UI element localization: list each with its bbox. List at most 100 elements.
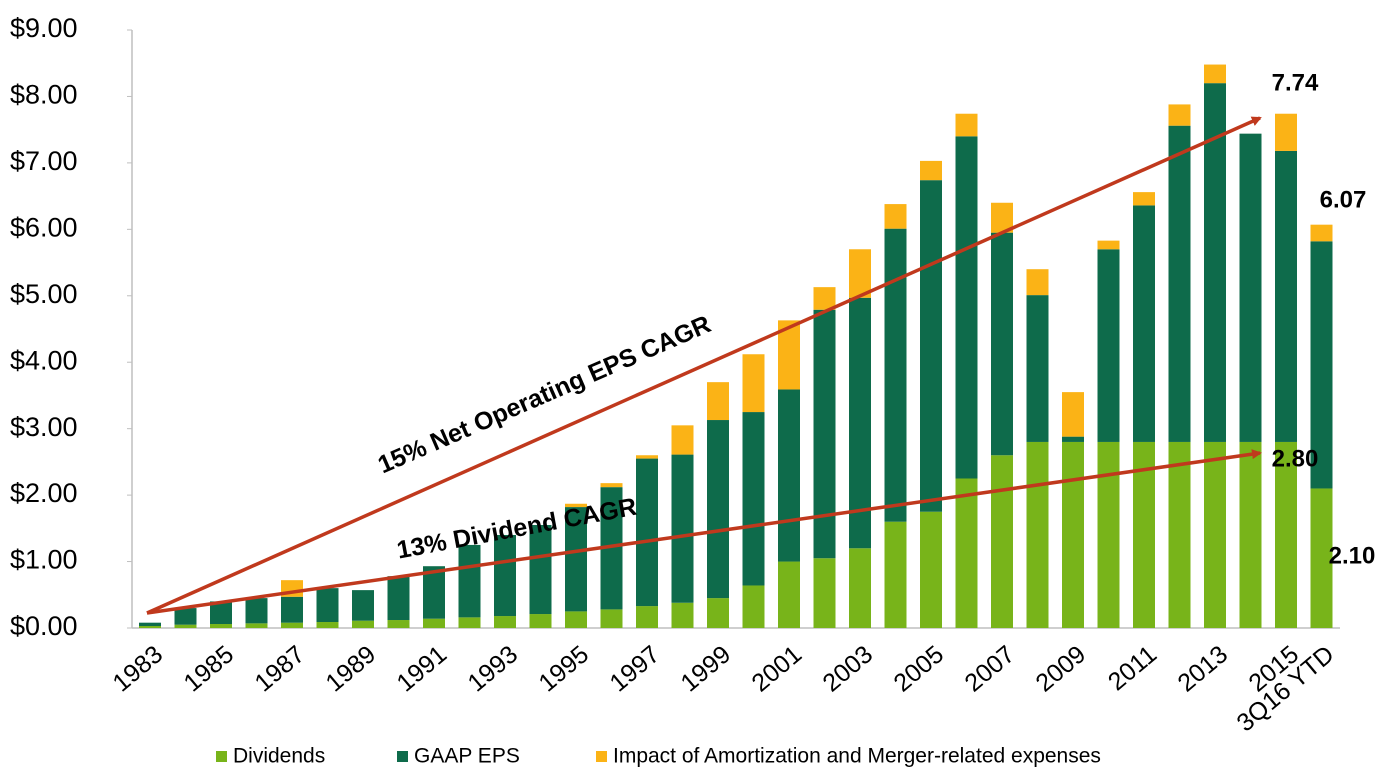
bar-segment: [707, 598, 729, 628]
y-tick-label: $9.00: [10, 13, 78, 43]
y-tick-label: $7.00: [10, 146, 78, 176]
eps-trend-arrow: [146, 116, 1262, 615]
bar-segment: [991, 202, 1013, 233]
bar-segment: [849, 297, 871, 549]
bar-segment: [671, 454, 694, 603]
bar-segment: [600, 487, 623, 610]
bar-segment: [920, 180, 942, 512]
bar-segment: [565, 503, 587, 508]
annotation-label: 2.10: [1329, 542, 1376, 569]
bar-segment: [1310, 224, 1333, 242]
bar-segment: [742, 354, 765, 413]
bar-segment: [884, 204, 907, 229]
x-tick-label: 1989: [320, 640, 381, 697]
bar-segment: [991, 232, 1013, 456]
bar-segment: [1133, 441, 1155, 628]
bar-segment: [245, 598, 268, 624]
bar-segment: [778, 561, 800, 628]
bar-segment: [671, 425, 694, 455]
x-tick-label: 2003: [817, 640, 878, 697]
x-tick-label: 2005: [888, 640, 949, 697]
bar-segment: [352, 590, 374, 621]
bar-segment: [1097, 240, 1120, 250]
bar-segment: [1168, 441, 1191, 628]
bar-segment: [1026, 441, 1049, 628]
y-tick-label: $0.00: [10, 611, 78, 641]
bar-segment: [884, 521, 907, 628]
bar-segment: [210, 624, 232, 628]
bar-segment: [636, 458, 658, 607]
x-tick-label: 1995: [533, 640, 594, 697]
bar-segment: [458, 544, 481, 618]
y-tick-label: $8.00: [10, 80, 78, 110]
bar-segment: [494, 616, 516, 628]
bar-segment: [636, 455, 658, 459]
x-tick-label: 1993: [462, 640, 523, 697]
bar-segment: [316, 588, 339, 623]
bar-segment: [955, 478, 978, 628]
y-tick-label: $4.00: [10, 345, 78, 375]
bar-segment: [1097, 249, 1120, 442]
x-tick-label: 2009: [1030, 640, 1091, 697]
bar-segment: [423, 618, 445, 628]
y-tick-label: $1.00: [10, 545, 78, 575]
bar-segment: [458, 617, 481, 628]
bar-segment: [813, 287, 836, 310]
bar-segment: [920, 511, 942, 628]
bar-segment: [1062, 436, 1084, 442]
bar-segment: [707, 382, 729, 421]
x-tick-label: 1985: [178, 640, 239, 697]
bar-segment: [849, 548, 871, 628]
x-tick-label: 1983: [107, 640, 168, 697]
bar-segment: [1097, 441, 1120, 628]
y-tick-label: $2.00: [10, 478, 78, 508]
bar-segment: [1168, 125, 1191, 442]
dividend-trend-arrow: [146, 449, 1262, 615]
bar-segment: [174, 608, 197, 625]
bar-segment: [1239, 133, 1262, 442]
bar-segment: [1168, 104, 1191, 126]
bar-segment: [281, 622, 303, 628]
bar-segment: [352, 620, 374, 628]
x-tick-label: 1991: [391, 640, 452, 697]
x-tick-label: 1987: [249, 640, 310, 697]
legend-swatch: [397, 751, 408, 762]
legend-label: Impact of Amortization and Merger-relate…: [613, 745, 1101, 768]
bar-segment: [671, 602, 694, 628]
bar-segment: [245, 623, 268, 628]
legend-swatch: [596, 751, 607, 762]
bar-segment: [884, 228, 907, 522]
bar-segment: [849, 249, 871, 298]
bar-segment: [565, 611, 587, 628]
x-tick-label: 1997: [604, 640, 665, 697]
bar-segment: [1026, 295, 1049, 442]
annotation-label: 7.74: [1272, 69, 1319, 96]
bar-segment: [565, 507, 587, 612]
bar-segment: [139, 622, 161, 627]
bar-segment: [529, 525, 552, 615]
bar-segment: [955, 136, 978, 479]
bar-segment: [494, 534, 516, 617]
bar-segment: [174, 624, 197, 628]
bar-segment: [1133, 205, 1155, 442]
bar-segment: [707, 420, 729, 599]
bar-segment: [1026, 269, 1049, 296]
bar-segment: [529, 614, 552, 628]
bar-segment: [1275, 441, 1297, 628]
bar-segment: [139, 626, 161, 628]
bar-segment: [1204, 83, 1226, 442]
bar-segment: [1275, 150, 1297, 442]
bar-segment: [778, 389, 800, 562]
x-tick-label: 2013: [1172, 640, 1233, 697]
bar-segment: [1204, 441, 1226, 628]
bar-segment: [813, 558, 836, 628]
bar-segment: [813, 309, 836, 559]
y-tick-label: $6.00: [10, 212, 78, 242]
bar-segment: [1204, 64, 1226, 84]
legend-swatch: [216, 751, 227, 762]
annotation-label: 2.80: [1272, 445, 1319, 472]
bar-segment: [281, 596, 303, 623]
x-tick-label: 1999: [675, 640, 736, 697]
bar-segment: [387, 620, 410, 628]
bar-segment: [1310, 241, 1333, 489]
